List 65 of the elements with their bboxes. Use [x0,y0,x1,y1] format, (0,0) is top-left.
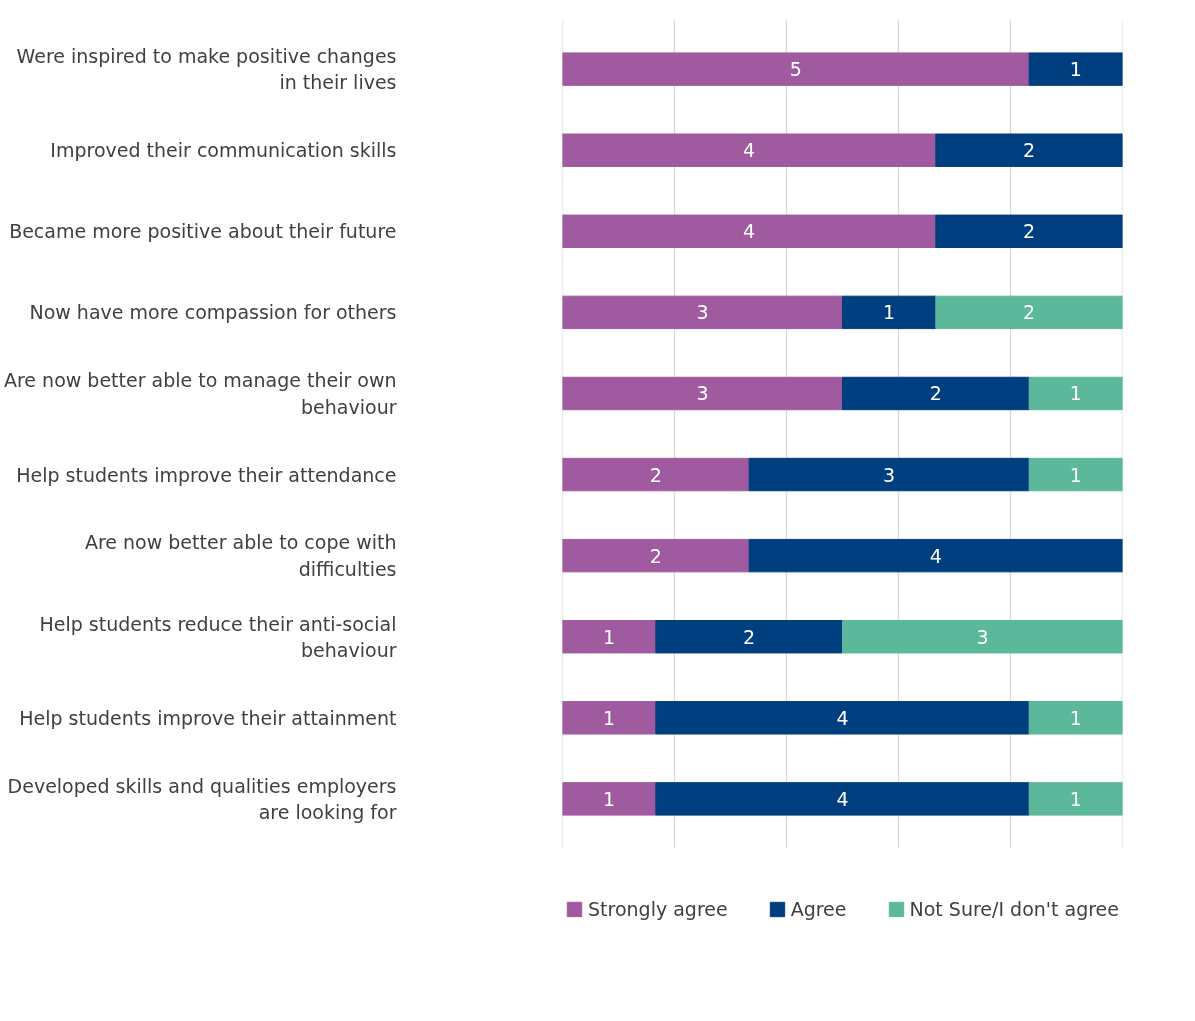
bar [655,620,843,654]
data-label: 4 [929,544,942,567]
bar [655,782,1030,816]
data-label: 1 [1069,382,1082,405]
data-label: 1 [603,706,616,729]
y-tick-label: Now have more compassion for others [29,301,397,324]
data-label: 2 [1023,301,1036,324]
data-label: 2 [649,544,662,567]
y-tick-label: Developed skills and qualities employers are looking for [7,774,397,824]
bar [562,620,657,654]
data-label: 3 [696,301,709,324]
y-tick-label: Were inspired to make positive changes in their lives [16,44,397,94]
bar [1028,701,1123,735]
bar [1028,782,1123,816]
data-label: 2 [743,625,756,648]
data-label: 2 [1023,220,1036,243]
bar [842,376,1030,411]
bar [1028,52,1123,86]
y-tick-label: Help students improve their attainment [19,706,397,729]
bar [562,295,843,330]
y-tick-label: Help students reduce their anti-social behaviour [39,612,397,661]
data-label: 2 [929,382,942,405]
data-label: 1 [603,625,616,648]
legend-label: Agree [790,898,847,920]
data-label: 1 [603,787,616,810]
bar [562,214,937,249]
data-label: 3 [696,382,709,405]
data-label: 3 [883,463,896,486]
y-tick-label: Improved their communication skills [50,139,397,162]
legend-label: Strongly agree [588,898,728,920]
data-label: 1 [1069,706,1082,729]
bar [562,376,843,411]
data-label: 4 [743,139,756,162]
y-tick-label: Are now better able to cope with difficulties [84,531,397,580]
bar [562,52,1030,86]
bar [562,701,657,735]
data-label: 2 [1023,139,1036,162]
data-label: 4 [836,787,849,810]
bar [748,538,1123,573]
bar [1028,376,1123,411]
data-label: 4 [743,220,756,243]
bar [842,295,937,330]
bar [748,457,1030,492]
data-label: 3 [976,625,989,648]
bar [935,133,1123,167]
data-label: 2 [649,463,662,486]
data-label: 5 [789,58,802,81]
data-label: 1 [1069,787,1082,810]
y-tick-label: Are now better able to manage their own behaviour [3,369,397,418]
y-tick-label: Became more positive about their future [9,220,397,243]
bar [935,214,1123,249]
data-label: 1 [1069,463,1082,486]
bar [655,701,1030,735]
bar [1028,457,1123,492]
bar [842,620,1123,654]
legend-label: Not Sure/I don't agree [909,898,1119,920]
y-tick-label: Help students improve their attendance [16,463,397,486]
bar [562,538,750,573]
bar [562,457,750,492]
data-label: 1 [1069,58,1082,81]
bar [562,133,937,167]
data-label: 1 [883,301,896,324]
bar [562,782,657,816]
data-label: 4 [836,706,849,729]
bar [935,295,1123,330]
